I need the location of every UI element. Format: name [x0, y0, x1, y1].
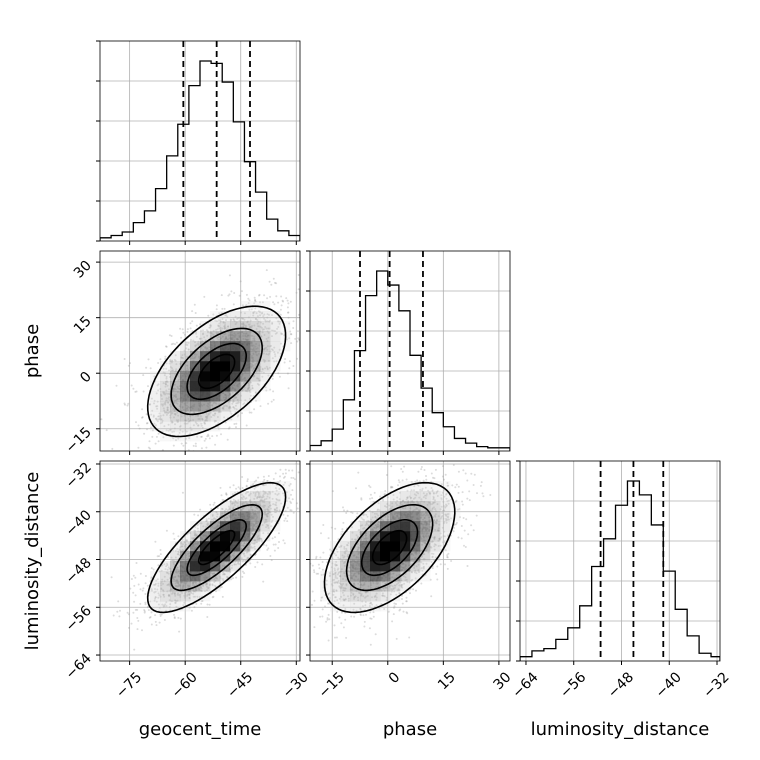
x-tick-label: −48 — [605, 669, 637, 701]
hist-bar-phase-15 — [477, 447, 488, 451]
y-axis-label-phase: phase — [22, 324, 43, 378]
x-axis-label-phase: phase — [383, 719, 437, 740]
panel-frame — [99, 40, 301, 242]
hist-bar-luminosity_distance-5 — [580, 606, 592, 661]
x-axis-label-luminosity_distance: luminosity_distance — [531, 719, 710, 740]
hist-bar-geocent_time-11 — [222, 82, 233, 241]
hist-bar-luminosity_distance-15 — [699, 653, 711, 661]
y-tick-label: 15 — [71, 313, 95, 337]
density-cells — [150, 301, 291, 442]
hist-bar-luminosity_distance-13 — [675, 609, 687, 661]
x-tick-label: −45 — [224, 669, 256, 701]
hist-bar-geocent_time-14 — [256, 192, 267, 241]
panel-frame — [309, 460, 511, 662]
density-cells — [150, 481, 291, 612]
hist-bar-geocent_time-4 — [144, 211, 155, 241]
contour-3 — [197, 353, 236, 390]
hist-bar-geocent_time-5 — [156, 189, 167, 241]
hist-bar-geocent_time-8 — [189, 86, 200, 241]
hist-bar-phase-3 — [343, 400, 354, 451]
hist-bar-phase-13 — [454, 438, 465, 451]
hist-bar-luminosity_distance-11 — [651, 525, 663, 661]
hist-bar-luminosity_distance-3 — [556, 639, 568, 661]
density-cells — [320, 481, 461, 612]
hist-bar-phase-8 — [399, 311, 410, 451]
contour-3 — [371, 529, 408, 566]
histogram-step-line — [520, 480, 720, 661]
panel-luminosity_distance-vs-geocent_time: −75 −60 −45 −30 −64 −56 −48 −40 −32 — [63, 459, 312, 701]
x-tick-label: −15 — [316, 669, 348, 701]
hist-bar-phase-6 — [377, 271, 388, 451]
x-tick-label: −64 — [509, 669, 541, 701]
x-tick-label: −30 — [280, 669, 312, 701]
hist-bar-phase-11 — [432, 413, 443, 451]
hist-bar-geocent_time-6 — [167, 156, 178, 241]
hist-bar-luminosity_distance-14 — [687, 636, 699, 661]
x-tick-label: 0 — [386, 669, 404, 687]
hist-luminosity_distance: −64 −56 −48 −40 −32 — [509, 460, 733, 702]
histogram-step-line — [100, 60, 300, 241]
contour-0 — [146, 305, 287, 438]
hist-bar-geocent_time-16 — [278, 231, 289, 241]
panel-phase-vs-geocent_time: −15 0 15 30 — [63, 250, 301, 456]
hist-bar-geocent_time-15 — [267, 219, 278, 241]
contour-0 — [323, 481, 456, 614]
hist-bar-phase-0 — [310, 445, 321, 451]
hist-bar-luminosity_distance-1 — [532, 651, 544, 661]
hist-bar-phase-1 — [321, 441, 332, 451]
contour-1 — [170, 327, 264, 416]
hist-bar-geocent_time-3 — [133, 223, 144, 241]
x-tick-label: −75 — [113, 669, 145, 701]
hist-bar-phase-5 — [366, 296, 377, 451]
panel-frame — [519, 460, 721, 662]
histogram-step-line — [310, 270, 510, 451]
hist-bar-luminosity_distance-10 — [639, 495, 651, 661]
contour-1 — [345, 504, 434, 592]
contour-2 — [186, 342, 247, 401]
y-axis-label-luminosity_distance: luminosity_distance — [22, 472, 43, 651]
y-tick-label: −56 — [63, 603, 95, 635]
y-tick-label: −32 — [63, 459, 95, 491]
x-tick-label: −32 — [700, 669, 732, 701]
y-tick-label: −40 — [63, 507, 95, 539]
contour-2 — [186, 518, 248, 577]
hist-bar-geocent_time-2 — [122, 232, 133, 241]
hist-bar-phase-12 — [443, 427, 454, 451]
x-tick-label: −56 — [557, 669, 589, 701]
hist-bar-geocent_time-1 — [111, 235, 122, 241]
panel-luminosity_distance-vs-phase: −15 0 15 30 — [306, 460, 515, 702]
hist-geocent_time — [96, 40, 301, 245]
hist-phase — [306, 250, 511, 455]
hist-bar-phase-2 — [332, 429, 343, 451]
y-tick-label: 30 — [71, 258, 95, 282]
x-tick-label: −40 — [653, 669, 685, 701]
panel-frame — [99, 250, 301, 452]
hist-bar-geocent_time-17 — [289, 235, 300, 241]
hist-bar-geocent_time-9 — [200, 61, 211, 241]
panel-frame — [99, 460, 301, 662]
y-tick-label: −15 — [63, 424, 95, 456]
y-tick-label: 0 — [77, 369, 95, 387]
contour-3 — [197, 529, 236, 566]
hist-bar-phase-14 — [466, 443, 477, 451]
x-tick-label: −60 — [169, 669, 201, 701]
contour-2 — [360, 519, 419, 577]
contour-0 — [146, 481, 287, 614]
y-tick-label: −48 — [63, 555, 95, 587]
hist-bar-phase-9 — [410, 355, 421, 451]
x-tick-label: 15 — [435, 669, 459, 693]
contour-1 — [170, 503, 264, 592]
hist-bar-luminosity_distance-7 — [604, 539, 616, 661]
panel-frame — [309, 250, 511, 452]
hist-bar-luminosity_distance-2 — [544, 649, 556, 661]
hist-bar-geocent_time-12 — [233, 122, 244, 241]
x-axis-label-geocent_time: geocent_time — [139, 719, 262, 740]
y-tick-label: −64 — [63, 650, 95, 682]
